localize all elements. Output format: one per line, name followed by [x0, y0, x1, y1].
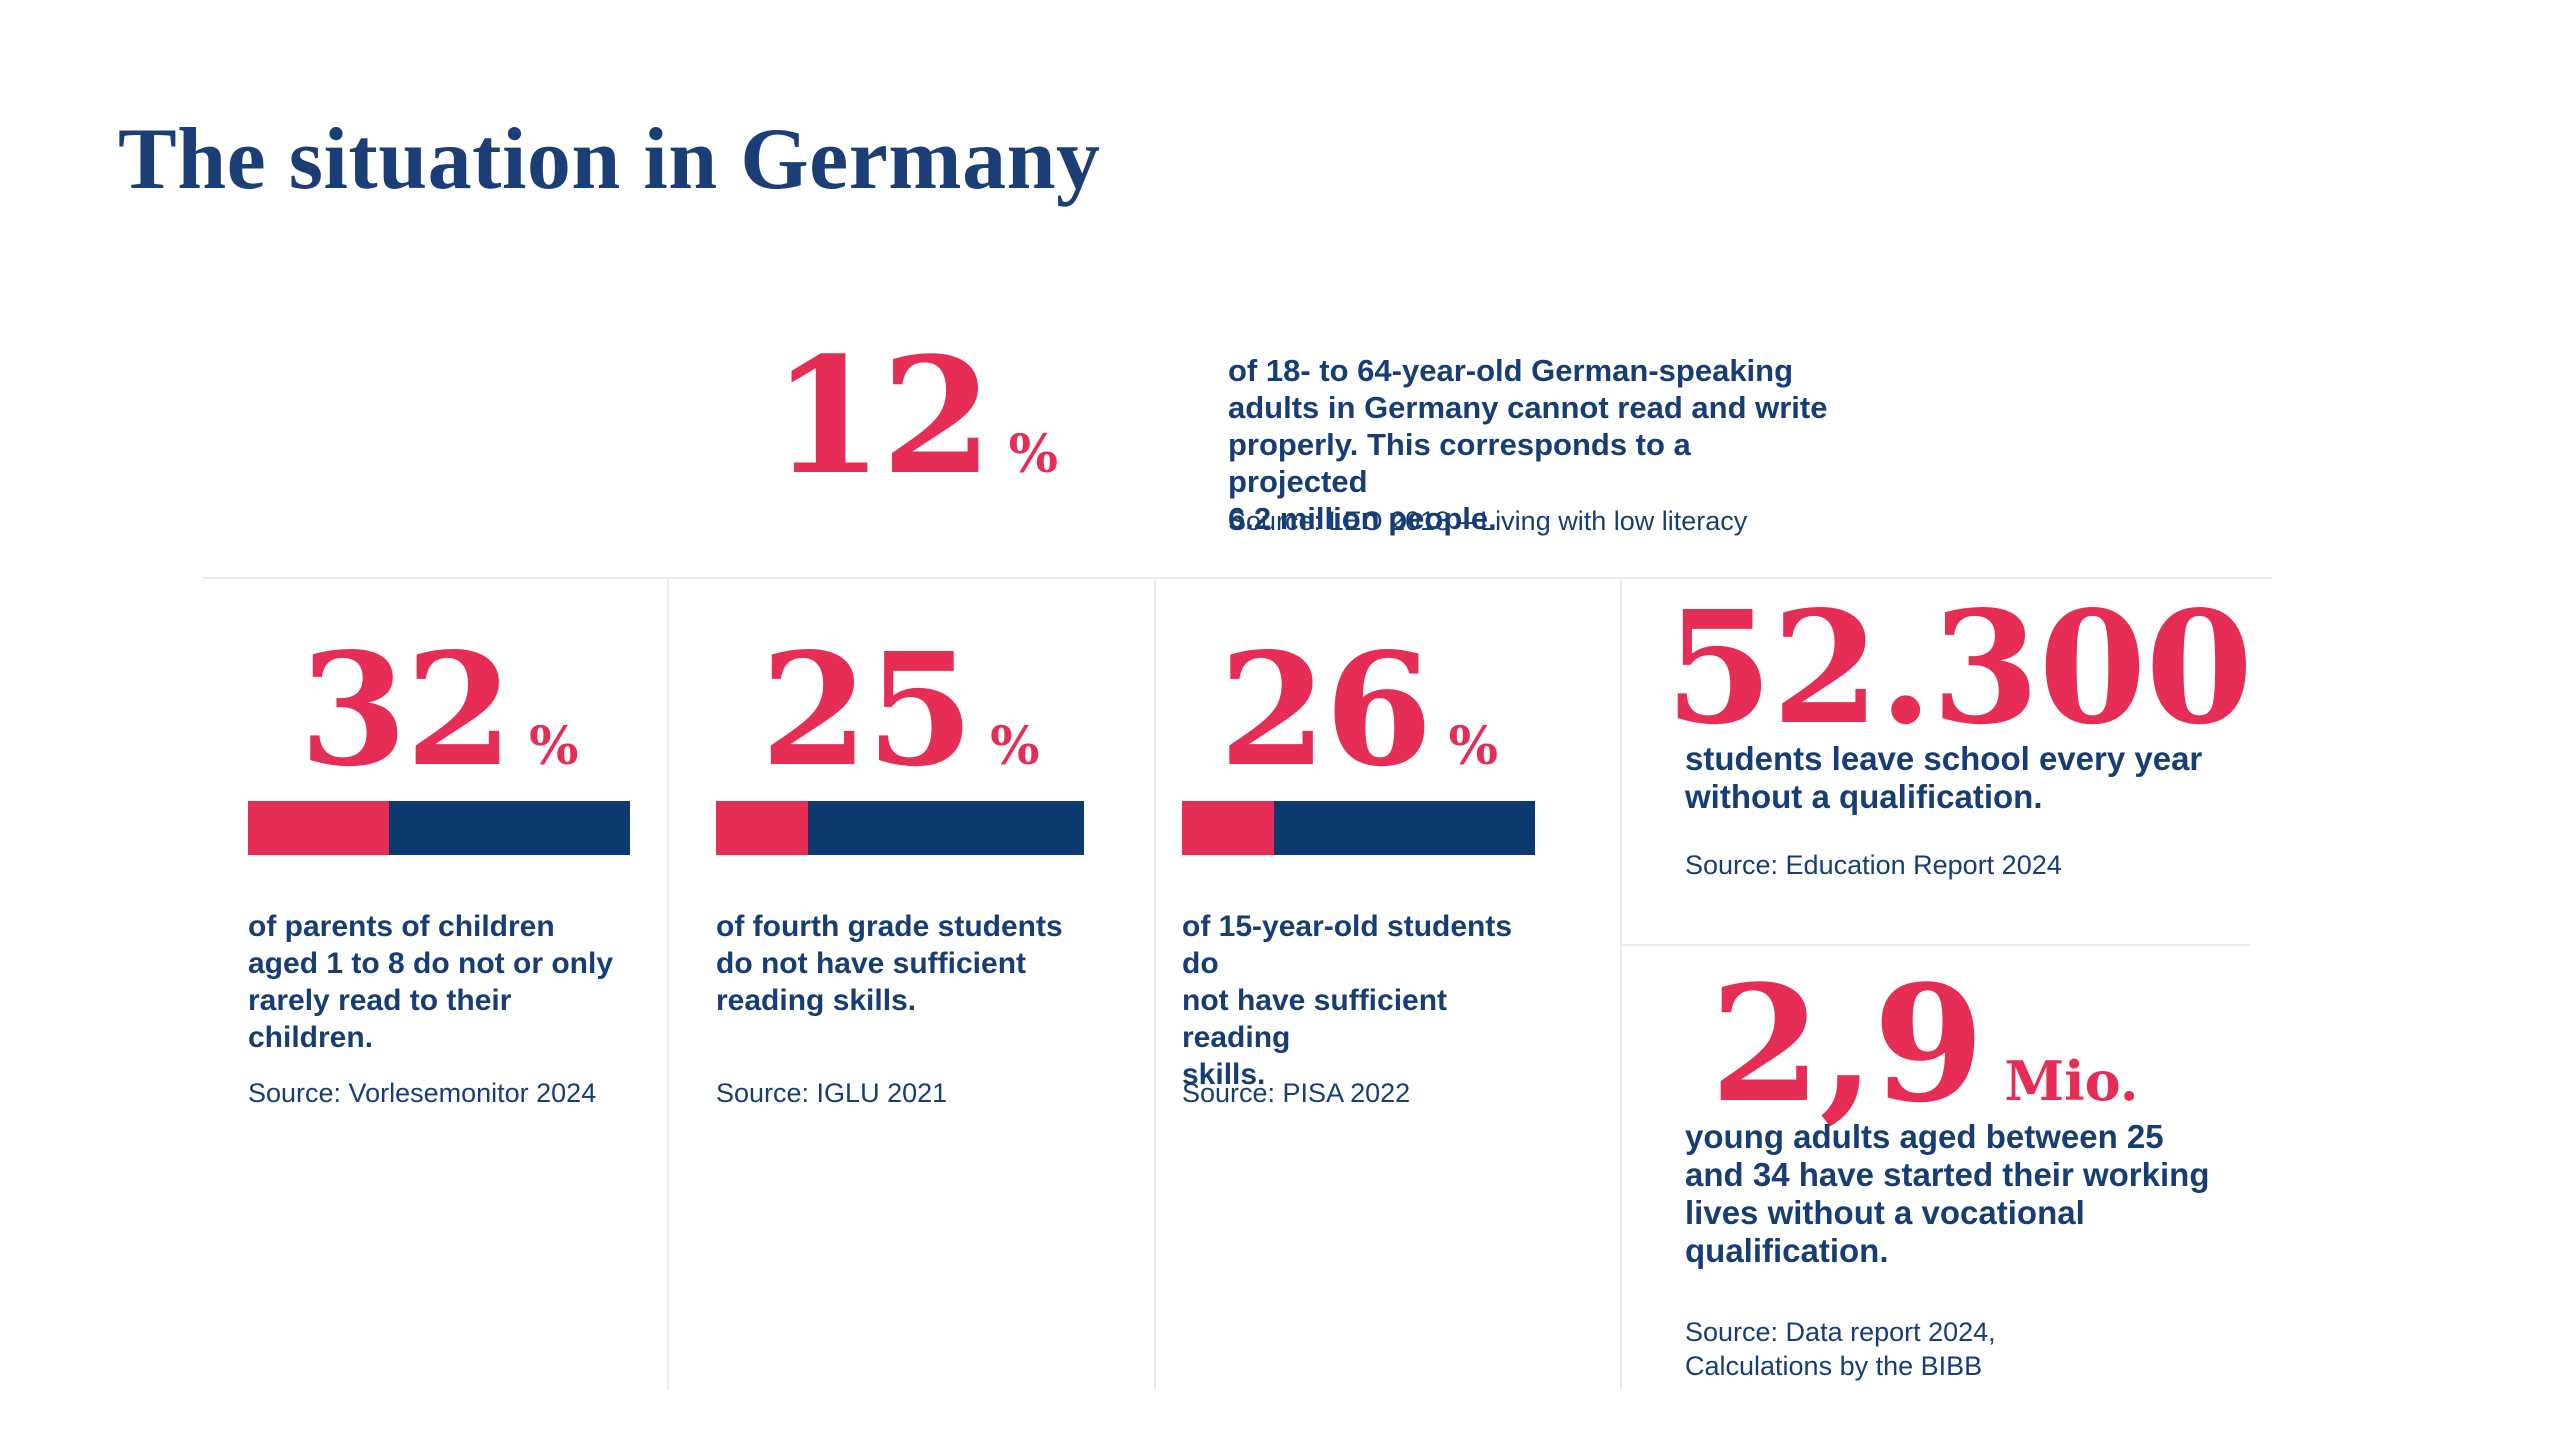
hero-stat-number: 12 %	[772, 336, 1058, 496]
stat-value: 32	[299, 618, 513, 801]
stat-card-parents-reading: 32 % of parents of children aged 1 to 8 …	[248, 578, 630, 1390]
stat-description: of parents of children aged 1 to 8 do no…	[248, 910, 614, 1054]
stat-bar-fill	[248, 801, 390, 855]
column-divider-2	[1154, 578, 1156, 1390]
stat-card-15-year-olds: 26 % of 15-year-old students do not have…	[1182, 578, 1535, 1390]
right-column-divider	[1620, 944, 2250, 946]
highlight-description: young adults aged between 25 and 34 have…	[1685, 1118, 2210, 1269]
stat-value: 25	[760, 618, 974, 801]
stat-bar-remainder	[389, 801, 630, 855]
stat-bar-fill	[1182, 801, 1274, 855]
stat-description: of fourth grade students do not have suf…	[716, 910, 1063, 1017]
column-divider-1	[667, 578, 669, 1390]
highlight-source: Source: Education Report 2024	[1685, 850, 2062, 880]
hero-stat-value: 12	[772, 322, 993, 510]
stat-bar-remainder	[808, 801, 1084, 855]
highlight-number: 2,9 Mio.	[1710, 964, 2139, 1124]
hero-stat-unit: %	[1008, 424, 1059, 485]
highlight-value: 52.300	[1665, 576, 2253, 759]
highlight-value: 2,9	[1710, 950, 1984, 1138]
stat-description: of 15-year-old students do not have suff…	[1182, 910, 1513, 1091]
stat-number: 26 %	[1182, 632, 1535, 787]
highlight-source: Source: Data report 2024, Calculations b…	[1685, 1317, 1996, 1381]
stat-value: 26	[1218, 618, 1433, 801]
highlight-unit: Mio.	[2004, 1049, 2139, 1113]
column-divider-3	[1620, 578, 1622, 1390]
stat-progress-bar	[716, 801, 1084, 855]
highlight-card-young-adults: 2,9 Mio. young adults aged between 25 an…	[1685, 946, 2305, 1390]
stat-card-fourth-grade: 25 % of fourth grade students do not hav…	[716, 578, 1084, 1390]
stat-number: 32 %	[248, 632, 630, 787]
hero-stat-source: Source: LEO 2018 – Living with low liter…	[1228, 506, 1748, 536]
stat-unit: %	[990, 716, 1040, 777]
top-divider-line	[202, 577, 2272, 579]
stat-unit: %	[1448, 716, 1499, 777]
stat-source: Source: Vorlesemonitor 2024	[248, 1078, 597, 1108]
highlight-card-school-leavers: 52.300 students leave school every year …	[1665, 578, 2305, 944]
stat-progress-bar	[1182, 801, 1535, 855]
highlight-number: 52.300	[1665, 576, 2253, 759]
stat-bar-remainder	[1273, 801, 1535, 855]
page-title: The situation in Germany	[118, 111, 1101, 208]
stat-number: 25 %	[716, 632, 1084, 787]
stat-bar-fill	[716, 801, 808, 855]
stat-source: Source: IGLU 2021	[716, 1078, 948, 1108]
highlight-description: students leave school every year without…	[1685, 740, 2203, 815]
stat-progress-bar	[248, 801, 630, 855]
stat-unit: %	[529, 716, 579, 777]
hero-stat-description: of 18- to 64-year-old German-speaking ad…	[1228, 353, 1828, 536]
stat-source: Source: PISA 2022	[1182, 1078, 1411, 1108]
